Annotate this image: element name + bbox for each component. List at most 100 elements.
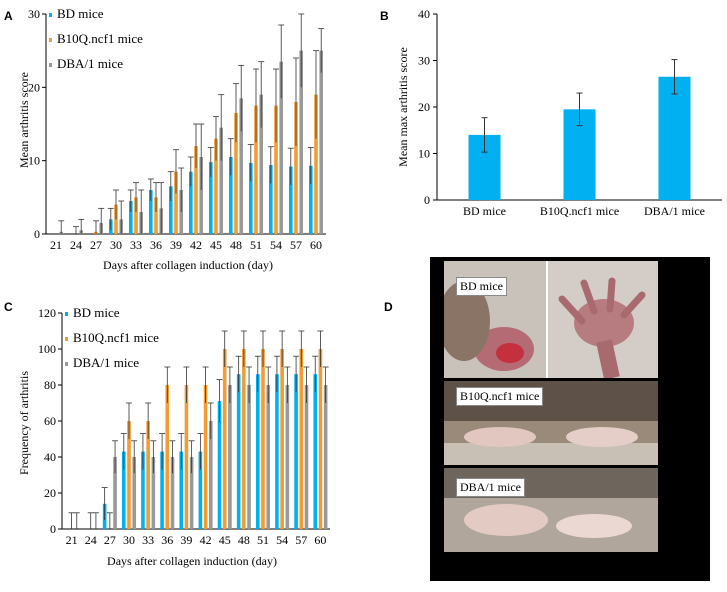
chart-a-bar <box>239 98 243 234</box>
chart-a-legend-swatch <box>49 13 52 17</box>
chart-c-ytick-label: 100 <box>38 342 56 356</box>
paw-photo-b10q-icon <box>444 381 658 465</box>
chart-c-bar <box>132 457 136 529</box>
chart-c-ytick-label: 60 <box>44 414 56 428</box>
chart-b-ytick-label: 20 <box>418 100 430 114</box>
chart-a-xtick-label: 27 <box>90 238 102 252</box>
chart-a-bar <box>259 94 263 235</box>
chart-a-xtick-label: 45 <box>210 238 222 252</box>
chart-a-xtick-label: 48 <box>230 238 242 252</box>
chart-c-bar <box>141 451 145 529</box>
chart-a-legend-label: BD mice <box>57 6 104 21</box>
chart-a-bar <box>199 157 203 234</box>
chart-c-legend-label: BD mice <box>73 305 120 320</box>
chart-c-bar <box>122 451 126 529</box>
chart-a-xtick-label: 51 <box>250 238 262 252</box>
chart-a-bar <box>319 50 323 234</box>
chart-c-bar <box>275 374 279 529</box>
chart-a-legend-label: B10Q.ncf1 mice <box>57 31 143 46</box>
chart-a-legend-swatch <box>49 63 52 67</box>
chart-a-bar <box>154 197 158 234</box>
chart-c-bar <box>208 421 213 529</box>
chart-c-xtick-label: 42 <box>200 533 212 547</box>
panel-letter-c: C <box>4 300 13 314</box>
chart-c-bar <box>222 349 227 529</box>
chart-c-bar <box>179 451 184 529</box>
chart-b: 0 10 20 30 40 BD mice B10Q.ncf1 mice DBA/1 mice <box>418 7 722 218</box>
chart-a-bar <box>169 186 173 234</box>
chart-c-bar <box>266 385 270 529</box>
chart-c-xtick-label: 21 <box>66 533 78 547</box>
panel-letter-a: A <box>4 9 13 23</box>
chart-a-bar <box>134 197 138 234</box>
chart-b-ylabel: Mean max arthritis score <box>396 47 410 167</box>
chart-c-bar <box>127 421 131 529</box>
chart-c-bar <box>165 385 170 529</box>
chart-c-bar <box>184 385 189 529</box>
panel-letter-b: B <box>380 9 389 23</box>
chart-b-ytick-label: 30 <box>418 54 430 68</box>
chart-a-legend-label: DBA/1 mice <box>57 56 123 71</box>
chart-a-xtick-label: 57 <box>290 238 302 252</box>
chart-a-xtick-label: 21 <box>50 238 62 252</box>
chart-a-bar <box>229 157 233 234</box>
chart-a-bar <box>314 94 318 235</box>
chart-b-ytick-label: 40 <box>418 7 430 21</box>
chart-c-bar <box>256 374 260 529</box>
chart-c-xtick-label: 33 <box>142 533 154 547</box>
chart-a-bar <box>174 171 178 234</box>
chart-a-bar <box>194 146 198 234</box>
chart-a-bar <box>279 61 283 234</box>
chart-c-bar <box>203 385 208 529</box>
chart-a-bar <box>269 165 273 234</box>
chart-c-bar <box>236 374 241 529</box>
chart-c-bar <box>217 401 222 529</box>
chart-c-bar <box>318 349 323 529</box>
chart-a-bar <box>294 102 298 234</box>
chart-a-ytick-label: 10 <box>28 154 40 168</box>
panel-letter-d: D <box>384 300 393 314</box>
chart-c-bar <box>280 349 284 529</box>
chart-a: 0 10 20 30 21 24 27 30 33 36 39 42 45 48 51 54 57 60 BD mi… <box>28 6 326 252</box>
chart-c-bar <box>198 451 203 529</box>
chart-a-bar <box>309 165 313 234</box>
chart-c-xtick-label: 45 <box>219 533 231 547</box>
chart-b-xtick-label: BD mice <box>463 204 506 218</box>
chart-a-bar <box>254 105 258 235</box>
chart-c-bar <box>247 385 251 529</box>
chart-c-legend-label: B10Q.ncf1 mice <box>73 330 159 345</box>
chart-c-ylabel: Frequency of arthritis <box>17 371 31 475</box>
chart-a-bar <box>299 50 303 234</box>
chart-c-xtick-label: 39 <box>180 533 192 547</box>
chart-c-bar <box>113 457 117 529</box>
chart-c-xtick-label: 60 <box>314 533 326 547</box>
chart-a-xtick-label: 30 <box>110 238 122 252</box>
chart-c-xtick-label: 57 <box>295 533 307 547</box>
chart-c-xtick-label: 30 <box>123 533 135 547</box>
chart-c-legend-swatch <box>65 312 68 316</box>
chart-a-bar <box>249 162 253 234</box>
chart-a-ytick-label: 30 <box>28 7 40 21</box>
chart-c-legend-swatch <box>65 362 68 366</box>
photo-b10q-mice: B10Q.ncf1 mice <box>444 381 658 465</box>
chart-a-ytick-label: 20 <box>28 80 40 94</box>
chart-c-legend-label: DBA/1 mice <box>73 355 139 370</box>
chart-a-bar <box>129 201 133 234</box>
chart-a-bar <box>219 127 223 234</box>
chart-c-bar <box>146 421 150 529</box>
chart-c-ytick-label: 20 <box>44 486 56 500</box>
chart-a-xtick-label: 36 <box>150 238 162 252</box>
photo-label-bd: BD mice <box>456 277 507 296</box>
chart-c-bar <box>242 349 246 529</box>
chart-c-xlabel: Days after collagen induction (day) <box>107 554 277 568</box>
chart-a-xtick-label: 24 <box>70 238 82 252</box>
chart-c-xtick-label: 24 <box>85 533 97 547</box>
chart-c-bar <box>323 385 328 529</box>
chart-a-bar <box>114 204 118 234</box>
chart-a-legend-swatch <box>49 38 52 42</box>
chart-a-ytick-label: 0 <box>34 227 40 241</box>
chart-c-bar <box>189 457 194 529</box>
photo-bd-mice: BD mice <box>444 261 658 378</box>
chart-b-xtick-label: DBA/1 mice <box>644 204 705 218</box>
